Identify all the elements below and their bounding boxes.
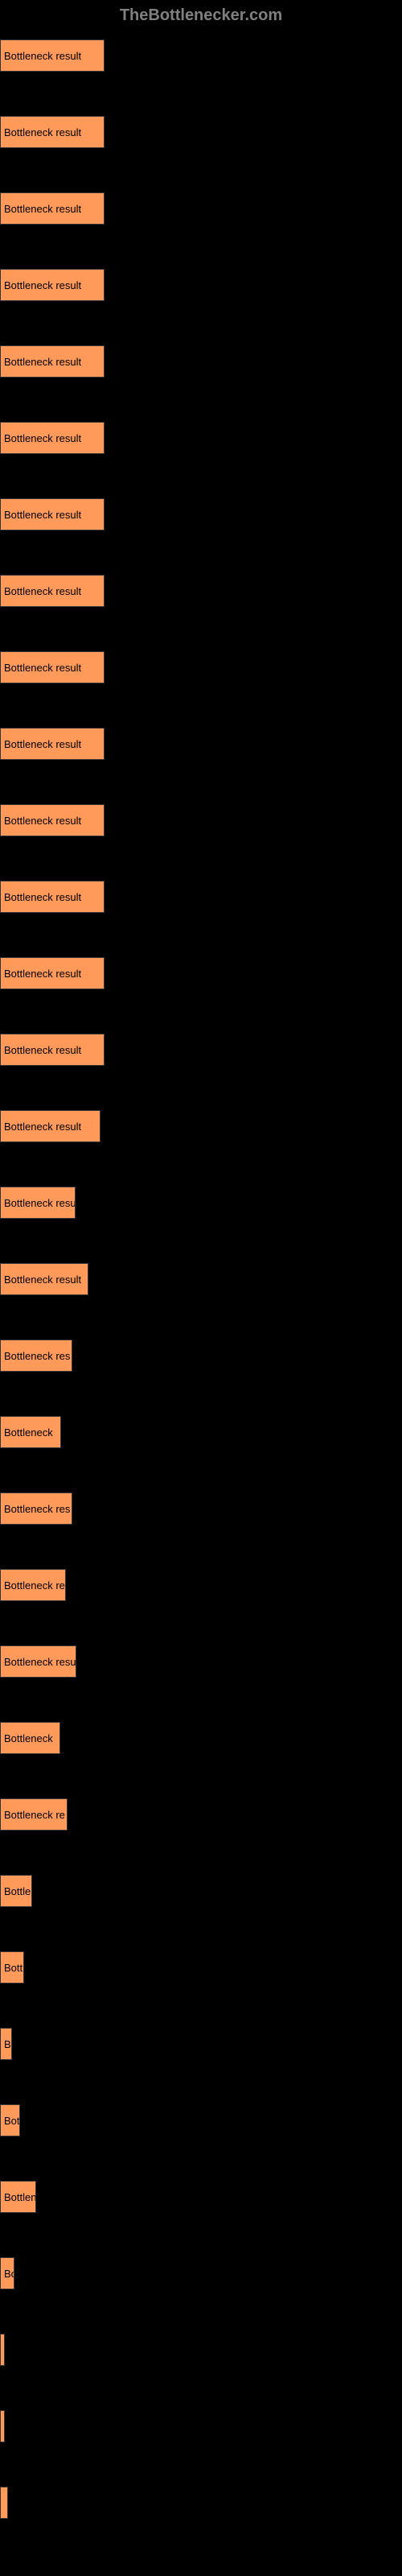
chart-bar: Bottlen [0, 2181, 36, 2213]
bar-row: Bottleneck result [0, 1263, 402, 1295]
bar-row: Bottleneck res [0, 1340, 402, 1372]
bar-row: Bottleneck result [0, 728, 402, 760]
chart-bar: Bottle [0, 1875, 32, 1907]
chart-bar: Bottleneck resu [0, 1645, 76, 1678]
bar-label: Bo [4, 2268, 14, 2280]
chart-bar: Bottleneck res [0, 1340, 72, 1372]
chart-bar [0, 2487, 8, 2519]
bar-row: Bottleneck re [0, 1798, 402, 1831]
bar-row: Bottleneck res [0, 1492, 402, 1525]
chart-bar: Bottleneck result [0, 575, 105, 607]
chart-bar: Bottleneck result [0, 39, 105, 72]
chart-bar: Bottleneck result [0, 422, 105, 454]
bar-label: Bottleneck resu [4, 1197, 76, 1209]
bar-row: Bottleneck result [0, 957, 402, 989]
bar-label: Bottleneck result [4, 1044, 81, 1056]
bar-row: Bottleneck result [0, 192, 402, 225]
bar-label: Bottleneck result [4, 203, 81, 215]
bar-label: Bottleneck re [4, 1809, 65, 1821]
bar-row: Bottleneck result [0, 1034, 402, 1066]
bar-label: Bottleneck result [4, 662, 81, 674]
bar-chart: Bottleneck result Bottleneck result Bottle… [0, 31, 402, 2571]
chart-bar: Bottleneck result [0, 116, 105, 148]
bar-row: Bottleneck resu [0, 1645, 402, 1678]
bar-label: Bottleneck res [4, 1350, 70, 1362]
bar-label: Bottleneck result [4, 585, 81, 597]
chart-bar: Bottleneck [0, 1416, 61, 1448]
chart-bar: Bottleneck result [0, 1110, 100, 1142]
bar-label: Bottleneck result [4, 1121, 81, 1133]
bar-label: B [4, 2038, 11, 2050]
bar-label: Bottleneck result [4, 509, 81, 521]
bar-row: Bottleneck result [0, 39, 402, 72]
chart-bar: Bottleneck result [0, 651, 105, 683]
bar-row [0, 2487, 402, 2519]
chart-bar: Bottleneck result [0, 1034, 105, 1066]
bar-label: Bottleneck result [4, 738, 81, 750]
chart-bar: Bottleneck result [0, 192, 105, 225]
chart-bar [0, 2334, 5, 2366]
bar-label: Bottleneck result [4, 279, 81, 291]
bar-row [0, 2334, 402, 2366]
bar-label: Bottleneck re [4, 1579, 65, 1591]
bar-label: Bottleneck res [4, 1503, 70, 1515]
chart-bar: Bo [0, 2257, 14, 2289]
bar-row: Bottle [0, 1875, 402, 1907]
bar-label: Bottleneck result [4, 50, 81, 62]
bar-row: Bottleneck result [0, 1110, 402, 1142]
bar-label: Bottleneck result [4, 815, 81, 827]
bar-label: Bot [4, 2115, 20, 2127]
chart-bar: Bot [0, 2104, 20, 2136]
chart-bar: Bottleneck result [0, 957, 105, 989]
bar-row: Bottleneck result [0, 116, 402, 148]
bar-label: Bottleneck result [4, 891, 81, 903]
bar-row: Bottleneck result [0, 804, 402, 836]
bar-row: Bottleneck result [0, 881, 402, 913]
bar-row [0, 2410, 402, 2442]
bar-label: Bottleneck resu [4, 1656, 76, 1668]
chart-bar: Bottleneck re [0, 1569, 66, 1601]
chart-bar: Bottleneck re [0, 1798, 68, 1831]
bar-row: Bottlen [0, 2181, 402, 2213]
bar-row: Bottleneck result [0, 422, 402, 454]
bar-row: Bottleneck resu [0, 1187, 402, 1219]
bar-row: Bo [0, 2257, 402, 2289]
site-title: TheBottlenecker.com [120, 6, 282, 24]
chart-bar: Bottleneck result [0, 345, 105, 378]
bar-row: Bottleneck result [0, 651, 402, 683]
chart-bar: Bottleneck resu [0, 1187, 76, 1219]
bar-row: Bot [0, 2104, 402, 2136]
chart-bar: Bottleneck result [0, 1263, 88, 1295]
bar-row: Bottleneck result [0, 575, 402, 607]
site-header: TheBottlenecker.com [0, 0, 402, 31]
bar-label: Bott [4, 1962, 23, 1974]
bar-row: Bottleneck re [0, 1569, 402, 1601]
bar-label: Bottle [4, 1885, 31, 1897]
bar-label: Bottleneck [4, 1426, 53, 1439]
chart-bar: Bott [0, 1951, 24, 1984]
chart-bar: B [0, 2028, 12, 2060]
bar-label: Bottleneck result [4, 432, 81, 444]
chart-bar: Bottleneck result [0, 881, 105, 913]
chart-bar: Bottleneck result [0, 269, 105, 301]
bar-label: Bottleneck [4, 1732, 53, 1744]
chart-bar: Bottleneck result [0, 498, 105, 530]
bar-row: B [0, 2028, 402, 2060]
bar-row: Bottleneck [0, 1722, 402, 1754]
bar-label: Bottleneck result [4, 126, 81, 138]
chart-bar [0, 2410, 5, 2442]
chart-bar: Bottleneck result [0, 804, 105, 836]
chart-bar: Bottleneck res [0, 1492, 72, 1525]
bar-row: Bottleneck result [0, 498, 402, 530]
chart-bar: Bottleneck result [0, 728, 105, 760]
bar-row: Bottleneck [0, 1416, 402, 1448]
bar-label: Bottleneck result [4, 1274, 81, 1286]
bar-row: Bott [0, 1951, 402, 1984]
bar-row: Bottleneck result [0, 345, 402, 378]
bar-label: Bottleneck result [4, 356, 81, 368]
bar-label: Bottlen [4, 2191, 36, 2203]
chart-bar: Bottleneck [0, 1722, 60, 1754]
bar-row: Bottleneck result [0, 269, 402, 301]
bar-label: Bottleneck result [4, 968, 81, 980]
